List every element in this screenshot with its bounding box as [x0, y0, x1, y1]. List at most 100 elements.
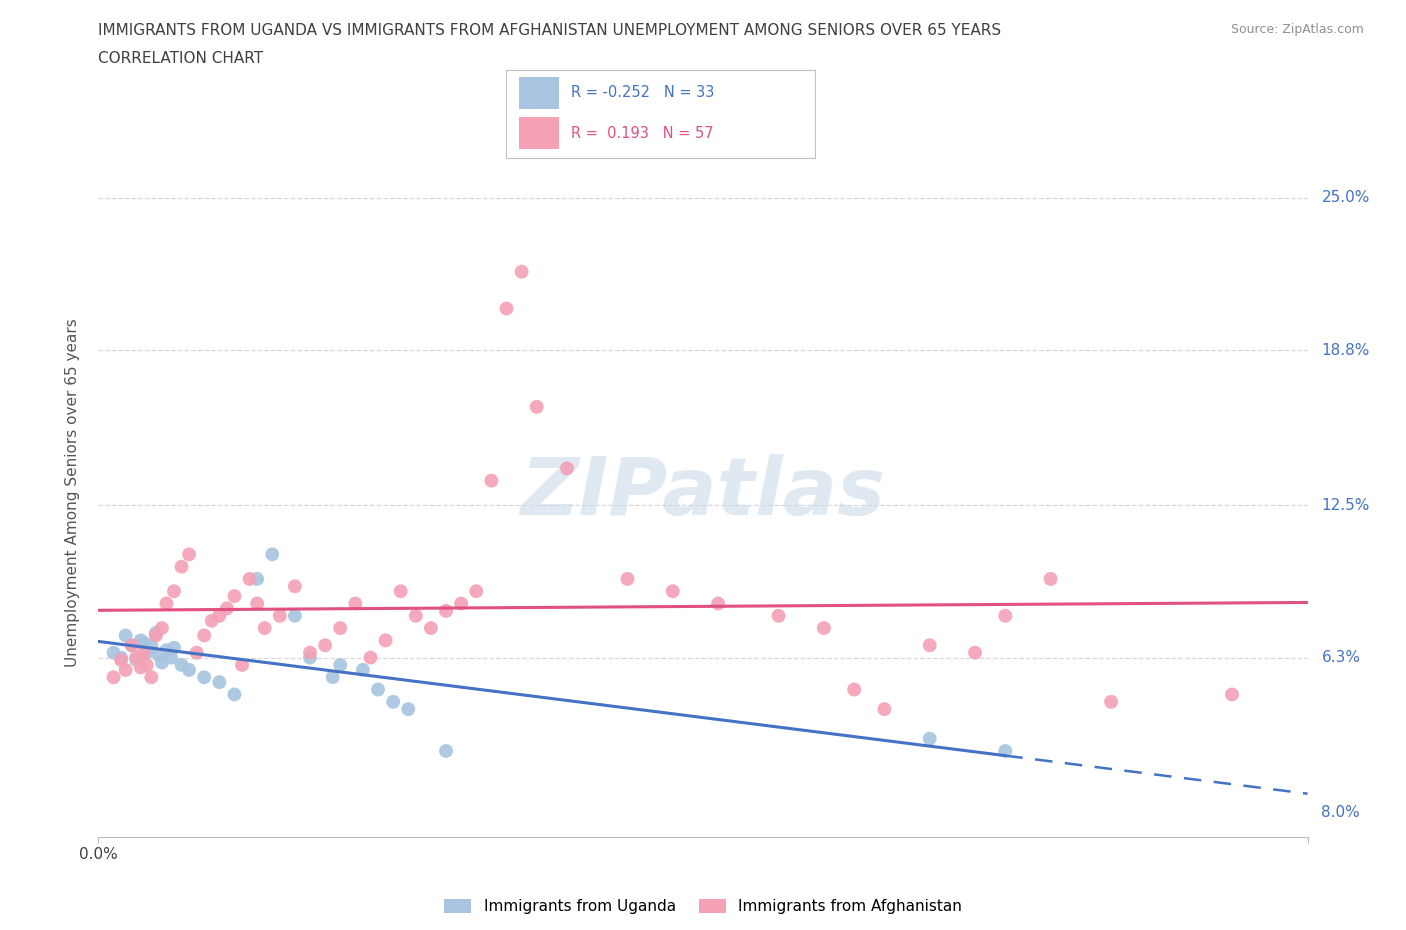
Point: [148, 647, 170, 662]
Point: [121, 638, 143, 653]
Point: [616, 571, 638, 587]
Point: [298, 650, 321, 665]
Point: [132, 635, 155, 650]
Point: [434, 744, 457, 759]
Point: [224, 687, 246, 702]
Legend: Immigrants from Uganda, Immigrants from Afghanistan: Immigrants from Uganda, Immigrants from …: [437, 893, 969, 920]
Point: [163, 584, 186, 599]
Point: [367, 682, 389, 697]
Y-axis label: Unemployment Among Seniors over 65 years: Unemployment Among Seniors over 65 years: [65, 319, 80, 668]
Point: [510, 264, 533, 279]
Point: [813, 620, 835, 635]
Point: [314, 638, 336, 653]
Point: [141, 670, 163, 684]
Point: [177, 547, 201, 562]
Point: [145, 626, 167, 641]
Point: [215, 601, 238, 616]
Point: [110, 650, 132, 665]
Point: [329, 620, 352, 635]
Point: [208, 608, 231, 623]
Point: [389, 584, 412, 599]
Point: [132, 645, 155, 660]
Point: [873, 702, 896, 717]
Point: [135, 658, 157, 672]
Point: [1039, 571, 1062, 587]
Point: [994, 744, 1017, 759]
Point: [434, 604, 457, 618]
Text: 12.5%: 12.5%: [1322, 498, 1369, 512]
Point: [918, 638, 941, 653]
Text: IMMIGRANTS FROM UGANDA VS IMMIGRANTS FROM AFGHANISTAN UNEMPLOYMENT AMONG SENIORS: IMMIGRANTS FROM UGANDA VS IMMIGRANTS FRO…: [98, 23, 1001, 38]
FancyBboxPatch shape: [519, 77, 558, 109]
Text: CORRELATION CHART: CORRELATION CHART: [98, 51, 263, 66]
Point: [125, 653, 148, 668]
Point: [163, 641, 186, 656]
Text: 6.3%: 6.3%: [1322, 650, 1361, 665]
Point: [918, 731, 941, 746]
Point: [135, 645, 157, 660]
Point: [262, 547, 284, 562]
Point: [1220, 687, 1243, 702]
Point: [495, 301, 517, 316]
Point: [322, 670, 344, 684]
Point: [396, 702, 419, 717]
Point: [193, 670, 215, 684]
Point: [103, 670, 125, 684]
Point: [965, 645, 987, 660]
Text: 8.0%: 8.0%: [1322, 805, 1360, 820]
Point: [360, 650, 382, 665]
Point: [125, 650, 148, 665]
Point: [352, 662, 374, 677]
Text: 25.0%: 25.0%: [1322, 191, 1369, 206]
Point: [170, 559, 193, 574]
Point: [193, 628, 215, 643]
Point: [465, 584, 488, 599]
Point: [994, 608, 1017, 623]
FancyBboxPatch shape: [519, 117, 558, 150]
Point: [114, 662, 136, 677]
Point: [231, 658, 253, 672]
Point: [246, 571, 269, 587]
Point: [284, 578, 307, 593]
Point: [284, 608, 307, 623]
Point: [160, 650, 183, 665]
Point: [170, 658, 193, 672]
Point: [141, 638, 163, 653]
Point: [208, 675, 231, 690]
Point: [246, 596, 269, 611]
Point: [269, 608, 291, 623]
Point: [420, 620, 443, 635]
Text: 18.8%: 18.8%: [1322, 343, 1369, 358]
Point: [103, 645, 125, 660]
Point: [844, 682, 866, 697]
Text: ZIPatlas: ZIPatlas: [520, 454, 886, 532]
Point: [382, 695, 405, 710]
Point: [177, 662, 201, 677]
Point: [110, 653, 132, 668]
Point: [481, 473, 503, 488]
Point: [526, 400, 548, 415]
Text: R =  0.193   N = 57: R = 0.193 N = 57: [571, 126, 714, 140]
Point: [768, 608, 790, 623]
Point: [239, 571, 262, 587]
Point: [114, 628, 136, 643]
Text: R = -0.252   N = 33: R = -0.252 N = 33: [571, 86, 714, 100]
Point: [150, 620, 173, 635]
Point: [405, 608, 427, 623]
Point: [298, 645, 321, 660]
Point: [224, 589, 246, 604]
Point: [155, 643, 177, 658]
Point: [374, 633, 396, 648]
Point: [129, 633, 152, 648]
Point: [450, 596, 472, 611]
Point: [201, 613, 224, 628]
Point: [155, 596, 177, 611]
Point: [329, 658, 352, 672]
Point: [1099, 695, 1122, 710]
Point: [555, 461, 578, 476]
Point: [253, 620, 276, 635]
Point: [145, 628, 167, 643]
Point: [129, 660, 152, 675]
Point: [121, 638, 143, 653]
Text: Source: ZipAtlas.com: Source: ZipAtlas.com: [1230, 23, 1364, 36]
